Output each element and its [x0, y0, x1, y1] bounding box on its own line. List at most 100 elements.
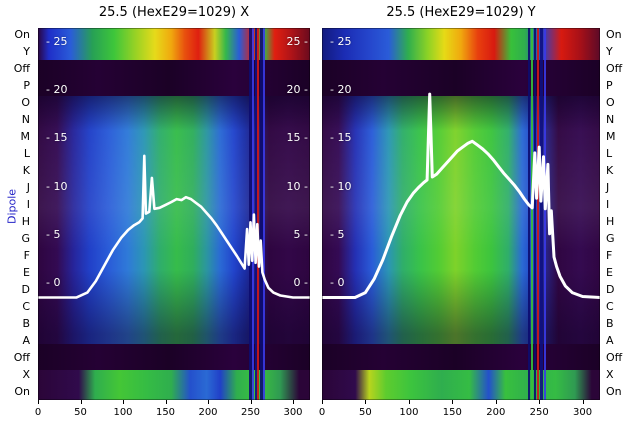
vertical-stripe	[527, 28, 530, 400]
y-tick-left: - 10	[330, 180, 352, 193]
heatmap-panel-y: - 25 - 20 - 15 - 10 - 5 - 0	[322, 28, 600, 400]
y-tick-left: - 0	[330, 276, 345, 289]
row-label-left: P	[23, 79, 30, 92]
row-label-right: P	[606, 79, 613, 92]
row-label-left: Y	[23, 45, 30, 58]
row-label-right: On	[606, 28, 622, 41]
x-tick-mark	[165, 400, 167, 404]
row-label-left: D	[21, 283, 30, 296]
vertical-stripe	[262, 28, 265, 400]
x-tick-label: 300	[283, 407, 303, 418]
row-label-right: G	[606, 232, 615, 245]
x-tick-mark	[80, 400, 82, 404]
row-labels-right: On Y Off P O N M L K J I H G F E D C B A Off X On	[606, 28, 640, 400]
x-tick-mark	[38, 400, 39, 404]
row-label-right: Off	[606, 351, 623, 364]
y-tick-left: - 15	[46, 131, 68, 144]
x-tick-mark	[208, 400, 209, 404]
row-label-left: X	[22, 368, 30, 381]
x-tick-label: 50	[74, 407, 87, 418]
x-tick-mark	[123, 400, 124, 404]
row-label-right: C	[606, 300, 614, 313]
y-tick-right: 10 -	[286, 180, 308, 193]
row-label-left: Off	[13, 351, 30, 364]
y-tick-left: - 5	[46, 228, 61, 241]
y-tick-right: 15 -	[286, 131, 308, 144]
row-label-left: I	[26, 198, 30, 211]
vertical-stripe	[254, 28, 257, 400]
row-labels-left: On Y Off P O N M L K J I H G F E D C B A Off X On	[0, 28, 32, 400]
row-label-right: H	[606, 215, 615, 228]
heatmap-band-top	[322, 28, 600, 60]
y-tick-left: - 20	[330, 83, 352, 96]
x-tick-mark	[365, 400, 367, 404]
row-label-left: K	[22, 164, 30, 177]
row-label-right: X	[606, 368, 614, 381]
x-tick-label: 150	[155, 407, 176, 418]
vertical-stripe	[533, 28, 536, 400]
y-tick-left: - 20	[46, 83, 68, 96]
x-tick-label: 250	[240, 407, 261, 418]
row-label-right: On	[606, 385, 622, 398]
x-tick-label: 300	[573, 407, 593, 418]
vertical-stripe	[540, 28, 543, 400]
row-label-right: Y	[606, 45, 613, 58]
y-tick-left: - 5	[330, 228, 345, 241]
row-label-left: L	[23, 147, 30, 160]
row-label-right: D	[606, 283, 615, 296]
row-label-left: N	[21, 113, 30, 126]
row-label-left: G	[21, 232, 30, 245]
row-label-right: B	[606, 317, 614, 330]
x-axis: 0 50 100 150 200 250 300 0 50 100 150 200 250 300	[0, 400, 640, 440]
vertical-stripe	[257, 28, 260, 400]
y-tick-left: - 15	[330, 131, 352, 144]
x-tick-label: 200	[486, 407, 506, 418]
y-tick-right: 0 -	[293, 276, 308, 289]
row-label-right: F	[606, 249, 613, 262]
row-label-right: O	[606, 96, 615, 109]
y-tick-right: 20 -	[286, 83, 308, 96]
row-label-left: F	[23, 249, 30, 262]
y-tick-left: - 10	[46, 180, 68, 193]
row-label-right: M	[606, 130, 616, 143]
vertical-stripe	[259, 28, 263, 400]
x-tick-mark	[250, 400, 252, 404]
row-label-right: Off	[606, 62, 623, 75]
x-tick-label: 250	[529, 407, 549, 418]
row-label-left: On	[14, 28, 30, 41]
x-tick-label: 150	[442, 407, 462, 418]
row-label-left: Off	[13, 62, 30, 75]
x-tick-mark	[495, 400, 497, 404]
x-tick-label: 50	[359, 407, 372, 418]
vertical-stripe	[536, 28, 539, 400]
heatmap-shading	[322, 96, 600, 344]
row-label-right: L	[606, 147, 613, 160]
x-tick-mark	[408, 400, 410, 404]
row-label-right: E	[606, 266, 613, 279]
x-tick-label: 100	[399, 407, 419, 418]
y-tick-left: - 25	[46, 35, 68, 48]
x-tick-label: 200	[198, 407, 218, 418]
x-tick-mark	[293, 400, 294, 404]
row-label-right: N	[606, 113, 615, 126]
vertical-stripe	[248, 28, 252, 400]
profile-curve	[322, 92, 600, 299]
vertical-stripe	[544, 28, 547, 400]
x-tick-label: 0	[318, 407, 326, 418]
x-tick-mark	[322, 400, 323, 404]
y-tick-right: 5 -	[293, 228, 308, 241]
row-label-left: M	[20, 130, 31, 143]
row-label-right: K	[606, 164, 614, 177]
row-label-left: H	[21, 215, 30, 228]
x-tick-mark	[452, 400, 454, 404]
x-tick-label: 0	[34, 407, 42, 418]
y-tick-left: - 25	[330, 35, 352, 48]
row-label-left: J	[26, 181, 30, 194]
row-label-right: J	[606, 181, 610, 194]
row-label-left: E	[23, 266, 30, 279]
panel-title-x: 25.5 (HexE29=1029) X	[98, 5, 250, 20]
row-label-left: A	[22, 334, 30, 347]
y-tick-left: - 0	[46, 276, 61, 289]
heatmap-panel-x: - 25 25 - - 20 20 - - 15 15 - - 10 10 - - 5 5 - - …	[38, 28, 310, 400]
